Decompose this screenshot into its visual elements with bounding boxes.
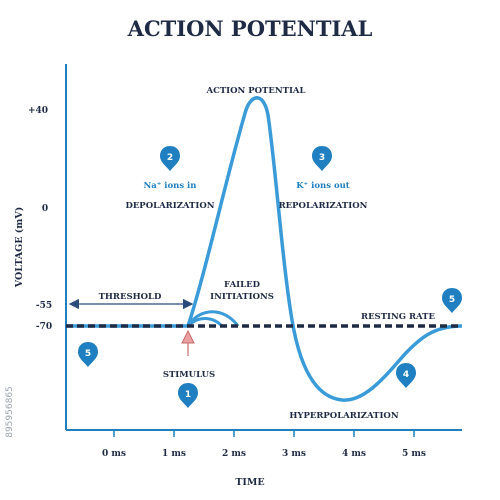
stimulus-arrow-head [181, 329, 195, 344]
failed-label-line2: INITIATIONS [210, 292, 274, 302]
marker-pin-3: 3 [312, 146, 332, 171]
failed-initiation-bump-2 [186, 317, 224, 328]
x-tick-3: 3 ms [282, 449, 306, 459]
y-axis-title: VOLTAGE (mV) [14, 207, 25, 288]
threshold-label: THRESHOLD [99, 292, 162, 302]
y-tick-plus40: +40 [28, 106, 48, 116]
marker-pin-5-left: 5 [78, 342, 98, 367]
y-tick-minus55: -55 [36, 301, 52, 311]
repolarization-label: REPOLARIZATION [279, 201, 368, 211]
resting-rate-label: RESTING RATE [361, 312, 435, 322]
marker-pin-5-left-number: 5 [85, 349, 91, 359]
marker-pin-2-number: 2 [167, 153, 173, 163]
hyperpolarization-label: HYPERPOLARIZATION [289, 411, 398, 421]
marker-pin-4-number: 4 [403, 370, 409, 380]
depolarization-label: DEPOLARIZATION [125, 201, 214, 211]
x-tick-4: 4 ms [342, 449, 366, 459]
x-tick-0: 0 ms [102, 449, 126, 459]
marker-pin-5-right-number: 5 [449, 295, 455, 305]
marker-pin-3-number: 3 [319, 153, 325, 163]
k-ions-label: K⁺ ions out [296, 181, 350, 191]
x-tick-2: 2 ms [222, 449, 246, 459]
watermark-id: 895956865 [5, 386, 15, 438]
x-tick-1: 1 ms [162, 449, 186, 459]
page-title: ACTION POTENTIAL [127, 16, 373, 41]
stimulus-label: STIMULUS [163, 370, 215, 380]
marker-pin-5-right: 5 [442, 288, 462, 313]
y-tick-minus70: -70 [36, 322, 52, 332]
marker-pin-1: 1 [178, 383, 198, 408]
x-tick-5: 5 ms [402, 449, 426, 459]
marker-pin-2: 2 [160, 146, 180, 171]
y-tick-0: 0 [42, 204, 48, 214]
marker-pin-1-number: 1 [185, 390, 191, 400]
na-ions-label: Na⁺ ions in [144, 181, 197, 191]
action-potential-curve [66, 96, 463, 402]
x-axis-ticks [113, 430, 415, 437]
peak-label: ACTION POTENTIAL [205, 86, 305, 96]
x-axis-title: TIME [235, 477, 264, 488]
marker-pin-4: 4 [396, 363, 416, 388]
failed-label-line1: FAILED [224, 280, 261, 290]
